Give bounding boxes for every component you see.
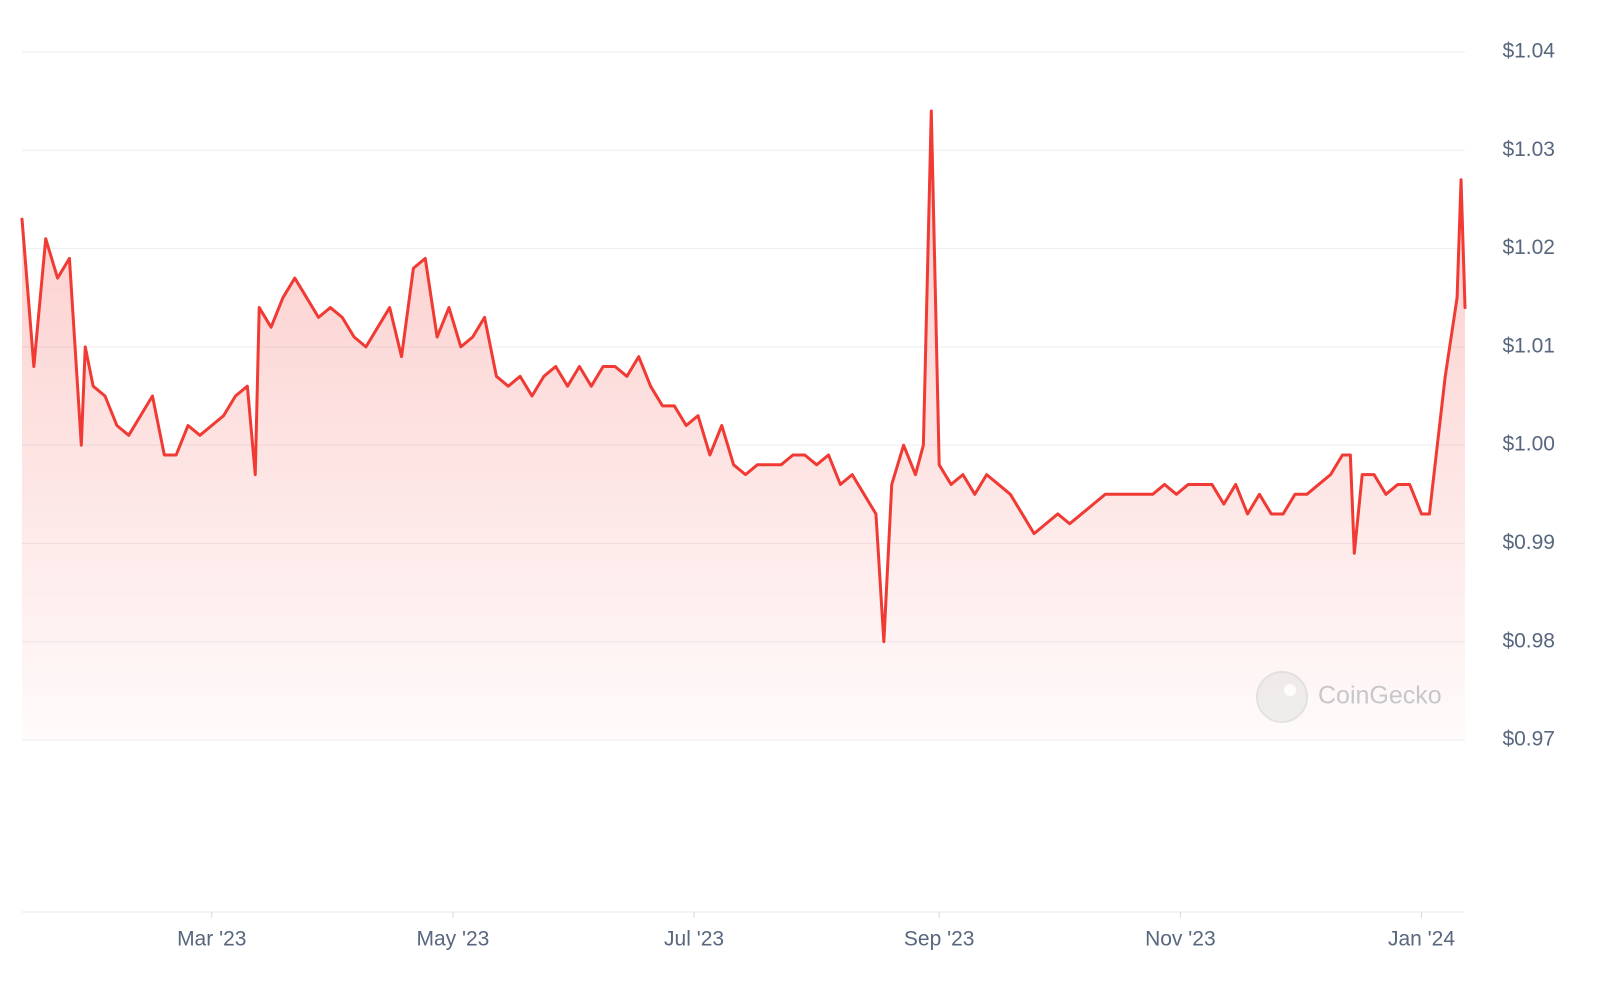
watermark-logo-eye [1284,684,1296,696]
axis-layer: $0.97 $0.98 $0.99 $1.00 $1.01 $1.02 $1.03 $1.04… [177,40,1555,951]
y-tick-label: $1.02 [1502,236,1555,259]
y-tick-label: $1.00 [1502,433,1555,456]
y-tick-label: $1.01 [1502,334,1555,357]
y-tick-label: $0.98 [1502,629,1555,652]
x-tick-label: Sep '23 [904,928,975,951]
watermark-logo [1256,671,1308,723]
y-tick-label: $1.04 [1502,40,1555,63]
x-tick-label: Jul '23 [664,928,724,951]
watermark: CoinGecko [1256,671,1442,723]
line-layer [20,109,1467,644]
watermark-text: CoinGecko [1318,682,1442,710]
y-tick-label: $0.97 [1502,728,1555,751]
x-tick-label: Nov '23 [1145,928,1216,951]
x-tick-label: May '23 [416,928,489,951]
x-tick-label: Mar '23 [177,928,246,951]
y-tick-label: $1.03 [1502,138,1555,161]
price-area [22,110,1465,741]
price-line [20,109,1467,644]
x-tick-label: Jan '24 [1388,928,1455,951]
y-tick-label: $0.99 [1502,531,1555,554]
area-layer [22,110,1465,741]
